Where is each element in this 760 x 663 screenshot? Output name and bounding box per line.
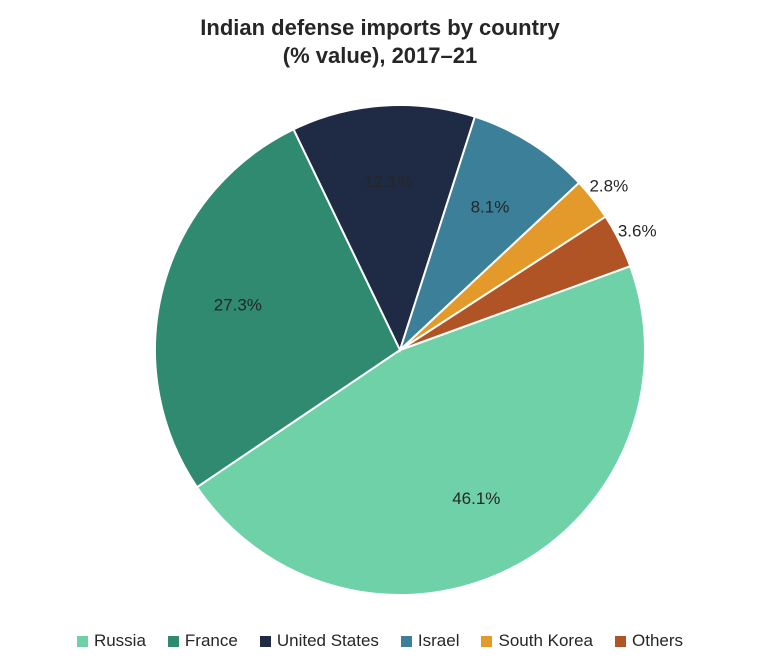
chart-title-line1: Indian defense imports by country [200,15,559,40]
legend-item: South Korea [481,631,593,651]
legend-label: Israel [418,631,460,651]
pie-area: 46.1% 27.3% 12.1% 8.1% 2.8% 3.6% [0,90,760,610]
legend-swatch [260,636,271,647]
legend-label: Others [632,631,683,651]
legend-label: Russia [94,631,146,651]
legend-item: Israel [401,631,460,651]
legend-swatch [481,636,492,647]
legend-item: France [168,631,238,651]
slice-label: 46.1% [452,489,500,508]
legend-swatch [615,636,626,647]
slice-label: 2.8% [589,176,628,195]
slice-label: 27.3% [214,296,262,315]
slice-label: 8.1% [471,198,510,217]
slice-label: 12.1% [364,172,412,191]
chart-title-line2: (% value), 2017–21 [283,43,477,68]
pie-svg: 46.1% 27.3% 12.1% 8.1% 2.8% 3.6% [0,90,760,610]
chart-container: Indian defense imports by country (% val… [0,0,760,663]
legend-swatch [401,636,412,647]
legend-item: Russia [77,631,146,651]
legend-label: France [185,631,238,651]
chart-title: Indian defense imports by country (% val… [0,14,760,69]
legend: Russia France United States Israel South Kor… [0,631,760,651]
legend-item: Others [615,631,683,651]
legend-item: United States [260,631,379,651]
legend-label: South Korea [498,631,593,651]
legend-swatch [77,636,88,647]
legend-label: United States [277,631,379,651]
slice-label: 3.6% [618,221,657,240]
legend-swatch [168,636,179,647]
